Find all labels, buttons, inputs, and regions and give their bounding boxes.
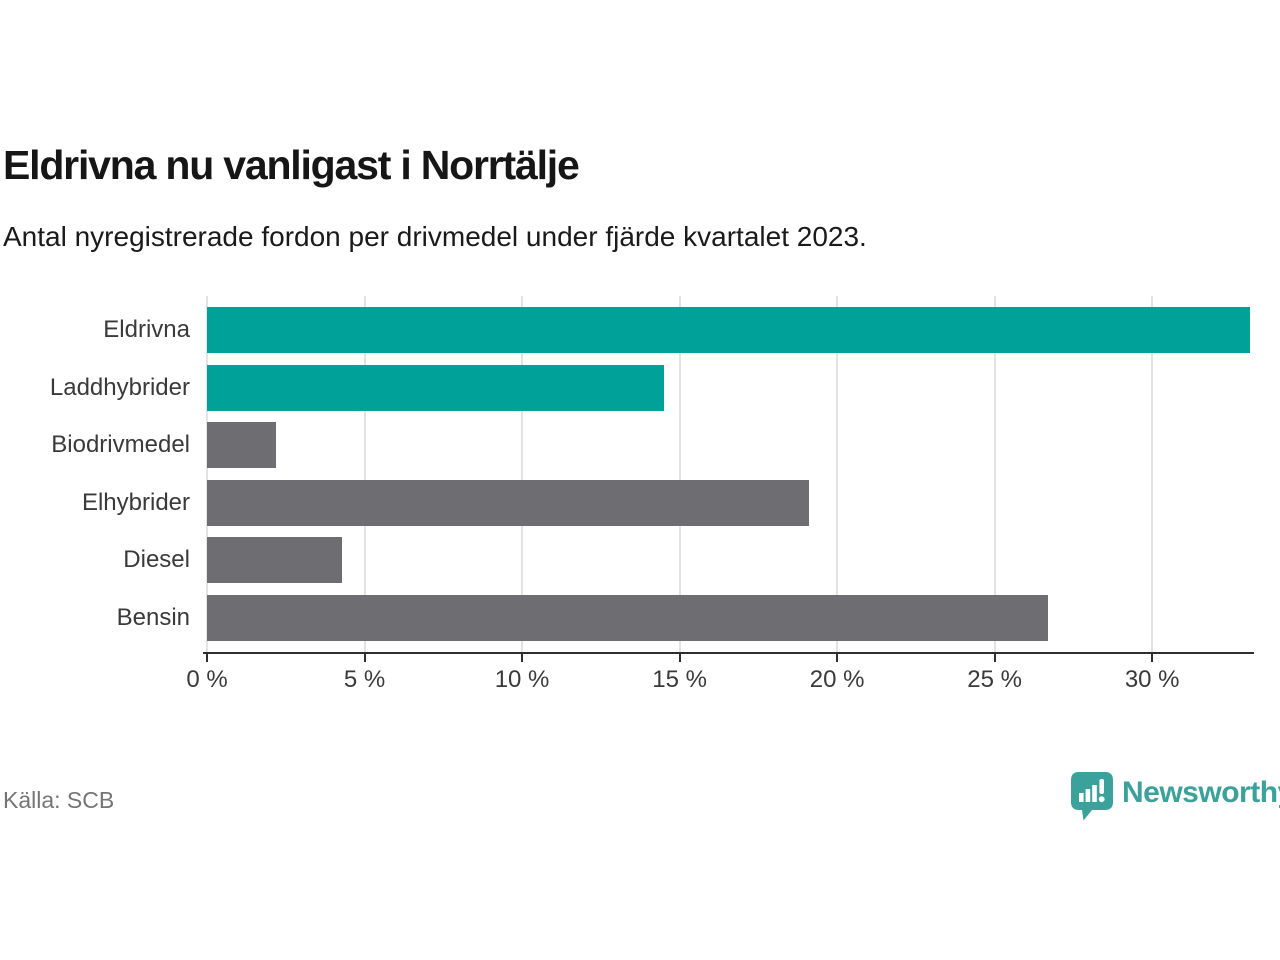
x-axis-line [203,651,1254,654]
category-label: Biodrivmedel [51,431,190,458]
bar-diesel [207,537,343,583]
axis-tick-label: 10 % [494,666,550,693]
newsworthy-wordmark: Newsworthy [1122,776,1280,809]
axis-tick-label: 5 % [343,666,386,693]
gridline [1151,296,1154,652]
x-axis: 0 % 5 % 10 % 15 % 20 % 25 % 30 % [186,296,1254,706]
gridline [993,296,996,652]
axis-tick-label: 25 % [967,666,1022,693]
newsworthy-bubble-chart-icon [1071,772,1113,826]
axis-tick [678,653,681,662]
category-label: Laddhybrider [49,373,190,401]
axis-tick [1151,653,1154,662]
axis-tick-label: 0 % [186,666,228,693]
category-label: Diesel [123,546,190,573]
plot-area [206,296,1253,652]
gridline [206,296,208,652]
category-label: Elhybrider [81,488,190,516]
axis-tick-label: 20 % [809,666,865,693]
bar-bensin [207,594,1049,641]
axis-tick [206,653,208,662]
bar-laddhybrider [207,364,664,411]
category-label: Bensin [116,603,190,631]
bar-elhybrider [207,479,809,526]
source-note: Källa: SCB [3,787,115,813]
gridline [836,296,839,652]
category-labels: Eldrivna Laddhybrider Biodrivmedel Elhybrid… [0,296,190,652]
category-label: Eldrivna [103,316,190,343]
axis-tick-label: 15 % [652,666,707,693]
axis-tick [363,653,366,662]
bar-eldrivna [207,307,1250,353]
gridline [363,296,366,652]
axis-tick [993,653,996,662]
chart-subtitle: Antal nyregistrerade fordon per drivmede… [3,221,867,252]
axis-tick-label: 30 % [1124,666,1180,693]
axis-tick [836,653,839,662]
gridline [678,296,681,652]
bar-biodrivmedel [207,422,277,468]
axis-tick [521,653,524,662]
gridline [521,296,524,652]
chart-title: Eldrivna nu vanligast i Norrtälje [3,142,580,188]
newsworthy-logo: Newsworthy [1071,772,1280,826]
